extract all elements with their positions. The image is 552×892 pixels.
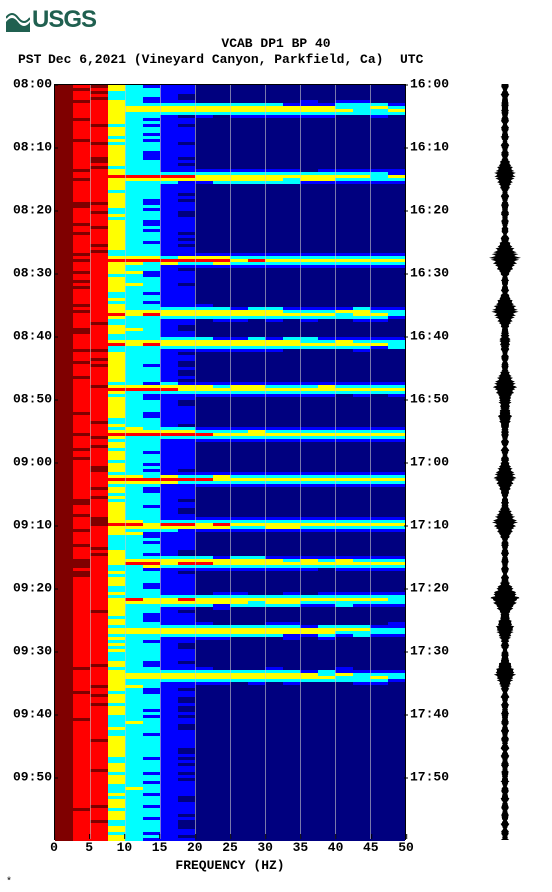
seismogram-trace [470, 84, 540, 840]
ytick: 08:30 [0, 266, 52, 281]
ytick: 16:50 [410, 392, 456, 407]
xtick: 20 [187, 840, 203, 855]
pst-label: PST [18, 52, 41, 67]
y-axis-right: 16:0016:1016:2016:3016:4016:5017:0017:10… [410, 84, 456, 840]
ytick: 17:10 [410, 518, 456, 533]
footer-mark: * [6, 877, 12, 888]
ytick: 17:40 [410, 707, 456, 722]
xtick: 0 [50, 840, 58, 855]
xtick: 10 [117, 840, 133, 855]
ytick: 09:40 [0, 707, 52, 722]
usgs-logo-text: USGS [32, 6, 96, 34]
xtick: 5 [85, 840, 93, 855]
ytick: 09:00 [0, 455, 52, 470]
xtick: 50 [398, 840, 414, 855]
ytick: 16:00 [410, 77, 456, 92]
ytick: 09:20 [0, 581, 52, 596]
ytick: 17:30 [410, 644, 456, 659]
ytick: 09:30 [0, 644, 52, 659]
ytick: 16:40 [410, 329, 456, 344]
chart-title: VCAB DP1 BP 40 [0, 36, 552, 51]
ytick: 08:50 [0, 392, 52, 407]
ytick: 09:50 [0, 770, 52, 785]
xtick: 15 [152, 840, 168, 855]
ytick: 16:30 [410, 266, 456, 281]
x-axis-label: FREQUENCY (HZ) [54, 858, 406, 873]
ytick: 17:20 [410, 581, 456, 596]
ytick: 08:40 [0, 329, 52, 344]
y-axis-left: 08:0008:1008:2008:3008:4008:5009:0009:10… [0, 84, 52, 840]
xtick: 30 [257, 840, 273, 855]
xtick: 35 [293, 840, 309, 855]
date-location: Dec 6,2021 (Vineyard Canyon, Parkfield, … [48, 52, 383, 67]
utc-label: UTC [400, 52, 423, 67]
xtick: 40 [328, 840, 344, 855]
ytick: 08:10 [0, 140, 52, 155]
ytick: 17:50 [410, 770, 456, 785]
ytick: 16:20 [410, 203, 456, 218]
ytick: 09:10 [0, 518, 52, 533]
usgs-wave-icon [6, 8, 30, 32]
usgs-logo: USGS [6, 6, 96, 34]
ytick: 17:00 [410, 455, 456, 470]
xtick: 25 [222, 840, 238, 855]
ytick: 08:20 [0, 203, 52, 218]
spectrogram-plot [54, 84, 406, 840]
xtick: 45 [363, 840, 379, 855]
ytick: 08:00 [0, 77, 52, 92]
ytick: 16:10 [410, 140, 456, 155]
